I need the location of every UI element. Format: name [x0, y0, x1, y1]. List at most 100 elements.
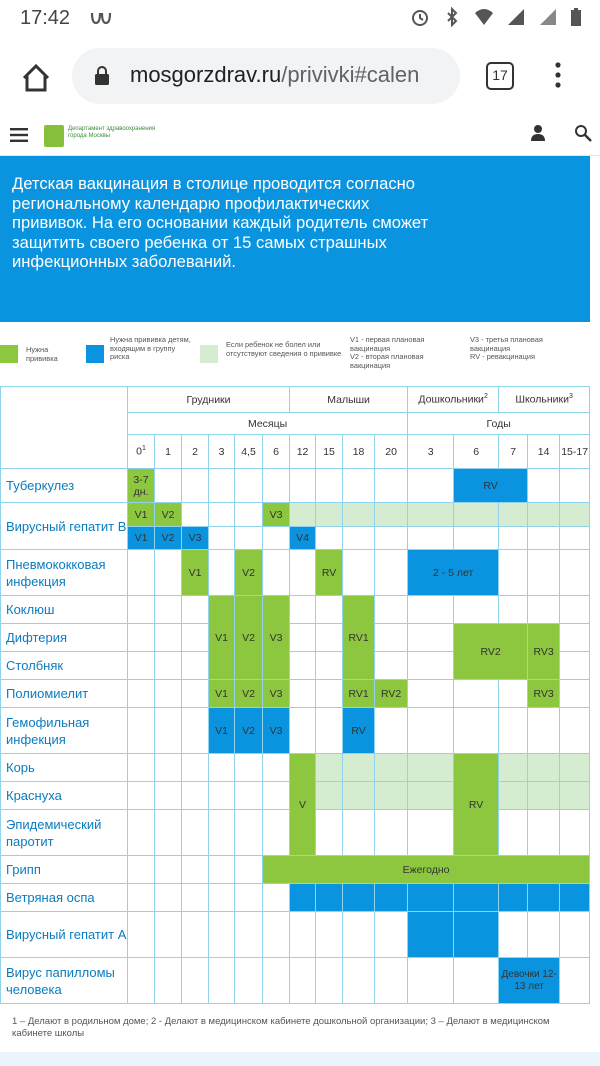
cell-po-v1: V1 [208, 679, 235, 708]
header-ages-row: 01 1 2 3 4,5 6 12 15 18 20 3 6 7 14 15-1… [1, 434, 591, 469]
wifi-icon [475, 9, 493, 25]
row-flu: Грипп Ежегодно [0, 855, 591, 884]
cell-dt-rv2: RV2 [453, 623, 529, 680]
site-header: Департамент здравоохранения города Москв… [0, 116, 600, 156]
disease-name: Коклюш [0, 595, 128, 624]
age-cell: 7 [498, 434, 529, 469]
footnote-ref-3: 3 [569, 393, 573, 401]
disease-name: Туберкулез [0, 468, 128, 503]
age-cell: 20 [374, 434, 409, 469]
legend-lightgreen-swatch [200, 345, 218, 363]
disease-name: Корь [0, 753, 128, 782]
age-cell: 6 [261, 434, 291, 469]
disease-name: Грипп [0, 855, 128, 884]
group-infants: Грудники [126, 386, 291, 413]
cell-hepb-v2: V2 [154, 502, 182, 527]
age-cell: 6 [453, 434, 500, 469]
age-cell: 15-17 [559, 434, 591, 469]
cell-hepb-b-v4: V4 [289, 526, 317, 550]
more-options-icon[interactable] [550, 60, 566, 90]
cell-po-v2: V2 [234, 679, 263, 708]
unit-months: Месяцы [126, 412, 409, 435]
group-toddlers: Малыши [289, 386, 409, 413]
legend-needed: Нужна прививка [26, 345, 58, 363]
cell-hepb-b-v1: V1 [127, 526, 155, 550]
site-logo[interactable]: Департамент здравоохранения города Москв… [44, 125, 155, 147]
signal-icon-2 [540, 9, 556, 25]
cell-mmr-rv: RV [453, 753, 500, 856]
footnote-ref-1: 1 [141, 445, 146, 453]
row-pertussis: Коклюш V1 V2 V3 RV1 [0, 595, 591, 680]
cell-pn-rv: RV [315, 549, 344, 596]
legend-v1: V1 - первая плановая вакцинация [350, 335, 425, 353]
user-icon[interactable] [530, 124, 546, 142]
row-varicella: Ветряная оспа [0, 883, 591, 912]
cell-tb-0: 3-7 дн. [127, 468, 155, 503]
age-cell: 15 [315, 434, 344, 469]
footnote-ref-2: 2 [483, 393, 488, 401]
url-text[interactable]: mosgorzdrav.ru/privivki#calen [130, 62, 452, 88]
disease-name: Полиомиелит [0, 679, 128, 708]
disease-name: Эпидемический паротит [0, 809, 128, 856]
bottom-strip [0, 1052, 600, 1066]
status-time: 17:42 [20, 7, 71, 29]
url-path: /privivki#calen [281, 62, 420, 87]
row-measles: Корь V RV [0, 753, 591, 856]
status-bar: 17:42 [0, 0, 600, 38]
table-footnote: 1 – Делают в родильном доме; 2 - Делают … [12, 1016, 550, 1039]
cell-hepb-v1: V1 [127, 502, 155, 527]
header-groups-row: Грудники Малыши Дошкольники2 Школьники3 [0, 386, 591, 469]
row-hpv: Вирус папилломы человека Девочки 12-13 л… [0, 957, 591, 1004]
cell-pn-years: 2 - 5 лет [407, 549, 500, 596]
hamburger-menu-icon[interactable] [10, 128, 28, 142]
cell-po-v3: V3 [261, 679, 291, 708]
legend-blue-swatch [86, 345, 104, 363]
age-cell: 18 [342, 434, 376, 469]
age-cell: 4,5 [234, 434, 263, 469]
row-pneumococcal: Пневмококковая инфекция V1 V2 RV 2 - 5 л… [0, 549, 591, 596]
cell-hepb-v3: V3 [261, 502, 291, 527]
header-corner [0, 386, 128, 469]
bluetooth-icon [447, 7, 458, 27]
cell-hib-rv: RV [342, 707, 376, 754]
disease-name: Ветряная оспа [0, 883, 128, 912]
disease-name: Вирусный гепатит В [0, 502, 128, 550]
cell-mmr-v: V [289, 753, 317, 856]
tab-switcher-button[interactable]: 17 [486, 62, 514, 90]
cell-flu-yearly: Ежегодно [261, 855, 591, 884]
intro-banner: Детская вакцинация в столице проводится … [0, 156, 590, 322]
age-cell: 14 [527, 434, 561, 469]
disease-name: Гемофильная инфекция [0, 707, 128, 754]
battery-icon [571, 8, 581, 26]
search-icon[interactable] [574, 124, 592, 142]
row-diphtheria: Дифтерия RV2 RV3 [0, 623, 591, 680]
row-hepatitis-b-risk: V1 V2 V3 V4 [1, 526, 591, 550]
lock-icon [95, 66, 109, 85]
row-hepatitis-a: Вирусный гепатит А [0, 911, 591, 958]
address-bar[interactable]: mosgorzdrav.ru/privivki#calen [72, 48, 460, 104]
cell-dtp-rv1: RV1 [342, 595, 376, 680]
legend: Нужна прививка Нужна прививка детям, вхо… [0, 330, 600, 375]
cell-po-rv3: RV3 [527, 679, 561, 708]
age-cell: 12 [289, 434, 317, 469]
logo-text: Департамент здравоохранения города Москв… [68, 126, 156, 139]
legend-green-swatch [0, 345, 18, 363]
row-mumps: Эпидемический паротит [0, 809, 591, 856]
disease-name: Вирусный гепатит А [0, 911, 128, 958]
legend-v2: V2 - вторая плановая вакцинация [350, 352, 424, 370]
intro-text: Детская вакцинация в столице проводится … [12, 174, 429, 271]
cell-label: V2 [242, 631, 255, 644]
disease-name: Столбняк [0, 651, 128, 680]
cell-po-rv2: RV2 [374, 679, 409, 708]
cell-label: V1 [215, 631, 228, 644]
row-polio: Полиомиелит V1 V2 V3 RV1 RV2 RV3 [0, 679, 591, 708]
cell-tb-rv: RV [453, 468, 529, 503]
cell-hepb-b-v2: V2 [154, 526, 182, 550]
signal-icon [508, 9, 524, 25]
cell-hepb-b-v3: V3 [181, 526, 209, 550]
cell-hib-v1: V1 [208, 707, 235, 754]
home-icon[interactable] [16, 58, 56, 98]
vaccination-schedule-table: Грудники Малыши Дошкольники2 Школьники3 … [0, 386, 591, 1004]
group-school-label: Школьники [515, 393, 570, 406]
legend-needed-risk: Нужна прививка детям, входящим в группу … [110, 335, 191, 361]
